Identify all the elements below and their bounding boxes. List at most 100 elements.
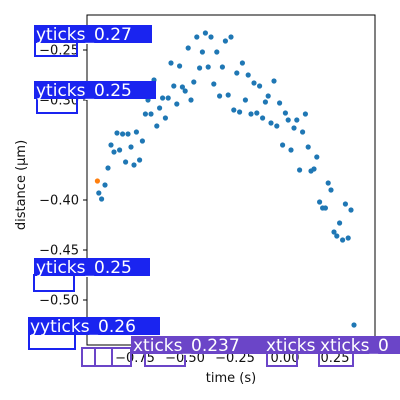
data-point: [245, 72, 251, 78]
annotation-label-box: [34, 81, 156, 99]
data-point: [114, 130, 120, 136]
data-point: [282, 110, 288, 116]
data-point: [194, 34, 200, 40]
data-point: [131, 162, 137, 168]
data-point: [199, 49, 205, 55]
data-point: [260, 115, 266, 121]
data-point: [117, 147, 123, 153]
data-point: [314, 154, 320, 160]
data-point: [96, 190, 102, 196]
annotation-label-box: [34, 25, 152, 43]
data-point: [239, 60, 245, 66]
annotation-boxes: yticks_0.27 yticks_0.25 yticks_0.25yyticks…: [28, 25, 400, 367]
data-point: [108, 142, 114, 148]
x-tick-label: 0.25: [321, 351, 350, 366]
data-point: [191, 79, 197, 85]
annotation-label: yyticks_0.26: [30, 317, 136, 337]
data-point: [317, 199, 323, 205]
data-point: [345, 235, 351, 241]
annotation-label-box: [264, 336, 320, 354]
data-point: [225, 92, 231, 98]
annotation-label-box: [318, 336, 400, 354]
data-point: [285, 117, 291, 123]
annotation-label-box: [28, 317, 160, 335]
data-point: [174, 101, 180, 107]
data-point: [94, 178, 100, 184]
data-point: [322, 205, 328, 211]
annotation-label: xticks_0: [320, 336, 389, 356]
annotation-label: yticks_0.27: [36, 25, 132, 45]
data-point: [123, 159, 129, 165]
annotation-outline: [94, 347, 132, 367]
data-point: [300, 129, 306, 135]
data-point: [342, 201, 348, 207]
data-point: [348, 207, 354, 213]
data-point: [99, 196, 105, 202]
data-point: [162, 115, 168, 121]
data-point: [280, 142, 286, 148]
data-point: [274, 123, 280, 129]
data-point: [248, 111, 254, 117]
data-point: [217, 93, 223, 99]
data-point: [120, 131, 126, 137]
data-point: [251, 80, 257, 86]
data-point: [305, 144, 311, 150]
data-point: [265, 93, 271, 99]
data-point: [182, 88, 188, 94]
data-point: [325, 180, 331, 186]
plot-area: [86, 14, 376, 346]
data-point: [154, 123, 160, 129]
y-tick-label: −0.25: [39, 44, 79, 59]
data-point: [277, 100, 283, 106]
y-tick-label: −0.45: [39, 244, 79, 259]
data-point: [133, 129, 139, 135]
annotation-label-box: [34, 258, 150, 276]
data-point: [302, 111, 308, 117]
data-point: [202, 30, 208, 36]
data-point: [137, 157, 143, 163]
data-point: [165, 95, 171, 101]
x-tick-label: −0.25: [215, 351, 255, 366]
data-point: [268, 120, 274, 126]
data-point: [177, 63, 183, 69]
annotation-label: yticks_0.25: [36, 81, 132, 101]
data-point: [111, 149, 117, 155]
data-point: [351, 322, 357, 328]
data-point: [102, 182, 108, 188]
data-point: [105, 165, 111, 171]
data-point: [254, 110, 260, 116]
data-point: [337, 220, 343, 226]
data-point: [297, 167, 303, 173]
data-point: [185, 45, 191, 51]
annotation-outline: [81, 347, 113, 367]
data-point: [205, 64, 211, 70]
x-tick-label: 0.00: [271, 351, 300, 366]
data-point: [208, 34, 214, 40]
data-point: [262, 99, 268, 105]
data-point: [197, 65, 203, 71]
data-points: [94, 30, 357, 328]
data-point: [222, 38, 228, 44]
x-axis-label: time (s): [206, 371, 256, 386]
data-point: [340, 237, 346, 243]
data-point: [331, 229, 337, 235]
data-point: [228, 34, 234, 40]
y-axis-label: distance (µm): [14, 140, 29, 230]
data-point: [160, 95, 166, 101]
data-point: [257, 83, 263, 89]
data-point: [234, 70, 240, 76]
data-point: [242, 97, 248, 103]
annotation-label-box: [131, 336, 265, 354]
data-point: [188, 97, 194, 103]
data-point: [288, 147, 294, 153]
data-point: [231, 107, 237, 113]
data-point: [294, 117, 300, 123]
data-point: [211, 81, 217, 87]
y-tick-label: −0.40: [39, 194, 79, 209]
data-point: [148, 111, 154, 117]
data-point: [157, 105, 163, 111]
data-point: [171, 83, 177, 89]
y-tick-label: −0.50: [39, 294, 79, 309]
data-point: [271, 78, 277, 84]
